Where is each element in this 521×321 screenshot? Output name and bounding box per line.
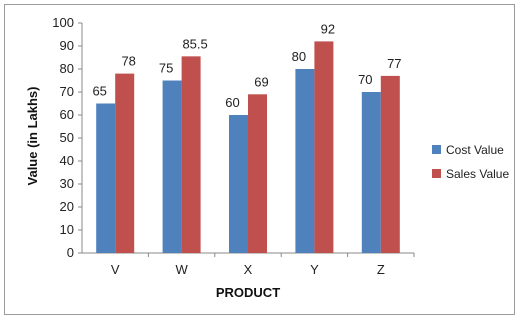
y-tick-label: 10	[60, 222, 74, 237]
data-label: 70	[358, 72, 372, 87]
data-label: 85.5	[182, 36, 207, 51]
x-tick-label: X	[244, 262, 253, 277]
chart-data-labels: 65 78 75 85.5 60 69 80 92 70 77	[92, 21, 401, 110]
legend-label: Sales Value	[446, 167, 509, 181]
y-axis-title: Value (in Lakhs)	[25, 87, 40, 186]
data-label: 92	[321, 21, 335, 36]
x-tick-label: W	[175, 262, 188, 277]
y-tick-label: 70	[60, 84, 74, 99]
y-tick-label: 50	[60, 130, 74, 145]
bar-cost-value	[295, 69, 315, 253]
x-tick-label: Y	[310, 262, 319, 277]
y-tick-label: 60	[60, 107, 74, 122]
y-tick-label: 40	[60, 153, 74, 168]
bar-cost-value	[96, 103, 116, 253]
bar-cost-value	[361, 92, 381, 253]
data-label: 78	[121, 54, 135, 69]
y-tick-label: 90	[60, 38, 74, 53]
legend-label: Cost Value	[446, 143, 504, 157]
y-tick-label: 100	[52, 15, 74, 30]
bar-sales-value	[314, 41, 334, 254]
bar-sales-value	[115, 73, 135, 253]
y-tick-label: 80	[60, 61, 74, 76]
data-label: 65	[92, 84, 106, 99]
y-tick-label: 0	[67, 245, 74, 260]
data-label: 60	[225, 95, 239, 110]
y-tick-label: 20	[60, 199, 74, 214]
y-tick-label: 30	[60, 176, 74, 191]
x-tick-label: V	[111, 262, 120, 277]
chart-bars	[96, 41, 400, 254]
chart-axes: 0 10 20 30 40 50 60 70 80 90 100 V W X Y Z	[52, 15, 415, 277]
x-axis-title: PRODUCT	[216, 285, 280, 300]
data-label: 69	[254, 74, 268, 89]
data-label: 75	[159, 61, 173, 76]
bar-cost-value	[229, 115, 248, 253]
bar-sales-value	[380, 75, 400, 254]
bar-sales-value	[181, 56, 201, 253]
x-tick-label: Z	[377, 262, 385, 277]
chart-legend: Cost Value Sales Value	[432, 143, 509, 181]
legend-swatch	[432, 145, 441, 154]
bar-sales-value	[248, 94, 267, 253]
data-label: 77	[387, 56, 401, 71]
data-label: 80	[292, 49, 306, 64]
legend-swatch	[432, 169, 441, 178]
bar-cost-value	[162, 80, 182, 253]
